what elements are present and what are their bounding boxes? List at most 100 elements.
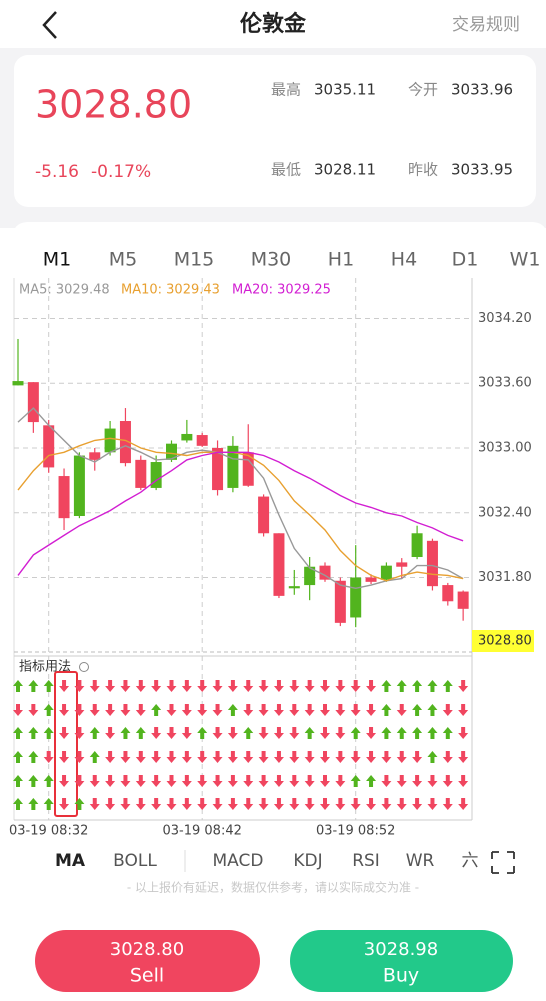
signal-arrow [350, 751, 361, 763]
signal-arrow [166, 680, 177, 692]
signal-arrow [427, 775, 438, 787]
signal-arrow [458, 751, 469, 763]
signal-arrow [442, 751, 453, 763]
indicator-tab[interactable]: WR [406, 851, 435, 871]
fullscreen-icon[interactable] [491, 851, 515, 874]
signal-arrow [13, 775, 23, 787]
signal-arrow [396, 680, 407, 692]
signal-title[interactable]: 指标用法 [19, 660, 71, 675]
signal-arrow [227, 798, 238, 810]
signal-arrow [412, 751, 423, 763]
signal-arrow [28, 798, 39, 810]
signal-arrow [43, 704, 54, 716]
indicator-tab[interactable]: RSI [352, 851, 380, 871]
signal-arrow [151, 798, 162, 810]
indicator-tab[interactable]: 六 [462, 851, 479, 871]
timeframe-tab[interactable]: M1 [43, 249, 71, 271]
back-button[interactable] [42, 11, 57, 39]
indicator-tab[interactable]: MACD [213, 851, 264, 871]
signal-arrow [135, 798, 146, 810]
title: 伦敦金 [240, 11, 307, 37]
signal-arrow [258, 704, 269, 716]
signal-arrow [181, 727, 192, 739]
signal-arrow [151, 775, 162, 787]
signal-arrow [366, 751, 377, 763]
signal-arrow [289, 727, 300, 739]
stat-value: 3033.95 [451, 161, 513, 179]
signal-arrow [381, 704, 392, 716]
stat-label: 昨收 [408, 161, 438, 179]
candle-body [73, 455, 85, 516]
signal-arrow [181, 680, 192, 692]
candle-body [273, 533, 285, 596]
indicator-tab[interactable]: MA [55, 851, 86, 871]
price: 3028.80 [35, 83, 192, 127]
signal-arrow [366, 704, 377, 716]
sell-label[interactable]: Sell [130, 965, 164, 987]
signal-arrow [181, 704, 192, 716]
signal-arrow [135, 680, 146, 692]
candle-body [319, 565, 331, 580]
signal-arrow [320, 704, 330, 716]
signal-arrow [28, 727, 39, 739]
buy-label[interactable]: Buy [383, 965, 419, 987]
stat-value: 3035.11 [314, 81, 376, 99]
signal-arrow [381, 727, 392, 739]
rules-link[interactable]: 交易规则 [452, 15, 520, 35]
signal-arrow [442, 727, 453, 739]
timeframe-tab[interactable]: H4 [391, 249, 417, 271]
signal-arrow [166, 798, 177, 810]
timeframe-tab[interactable]: H1 [328, 249, 354, 271]
signal-arrow [442, 704, 453, 716]
signal-arrow [335, 704, 346, 716]
candle-body [242, 452, 254, 486]
signal-arrow [289, 680, 300, 692]
signal-arrow [13, 704, 23, 716]
indicator-tab[interactable]: BOLL [113, 851, 157, 871]
signal-arrow [350, 727, 361, 739]
signal-arrow [442, 680, 453, 692]
sell-price[interactable]: 3028.80 [110, 939, 184, 960]
sell-button[interactable] [35, 930, 260, 992]
info-icon[interactable] [79, 662, 89, 672]
signal-arrow [151, 680, 162, 692]
signal-arrow [273, 680, 284, 692]
x-tick-label: 03-19 08:32 [9, 824, 88, 839]
indicator-tab[interactable]: KDJ [293, 851, 322, 871]
signal-arrow [412, 775, 423, 787]
timeframe-tab[interactable]: M5 [109, 249, 137, 271]
chart-card [14, 222, 546, 242]
signal-arrow [227, 680, 238, 692]
signal-arrow [135, 704, 146, 716]
signal-arrow [366, 798, 377, 810]
signal-arrow [243, 751, 254, 763]
candle-body [150, 462, 162, 488]
signal-arrow [381, 680, 392, 692]
signal-arrow [304, 704, 315, 716]
signal-arrow [458, 680, 469, 692]
signal-arrow [273, 751, 284, 763]
legend-entry: MA10: 3029.43 [121, 283, 220, 298]
signal-arrow [243, 775, 254, 787]
y-tick-label: 3031.80 [478, 570, 532, 585]
legend-entry: MA5: 3029.48 [19, 283, 110, 298]
signal-arrow [120, 798, 131, 810]
signal-arrow [135, 727, 146, 739]
buy-button[interactable] [290, 930, 513, 992]
signal-arrow [227, 775, 238, 787]
y-tick-label: 3033.60 [478, 376, 532, 391]
candle-body [396, 562, 408, 567]
timeframe-tab[interactable]: M30 [251, 249, 292, 271]
signal-arrow [74, 704, 85, 716]
timeframe-tab[interactable]: M15 [174, 249, 215, 271]
buy-price[interactable]: 3028.98 [364, 939, 438, 960]
signal-arrow [105, 798, 116, 810]
timeframe-tab[interactable]: D1 [452, 249, 479, 271]
timeframe-tab[interactable]: W1 [510, 249, 541, 271]
signal-arrow [59, 680, 70, 692]
signal-arrow [458, 704, 469, 716]
signal-arrow [89, 727, 100, 739]
signal-arrow [396, 727, 407, 739]
signal-arrow [335, 727, 346, 739]
